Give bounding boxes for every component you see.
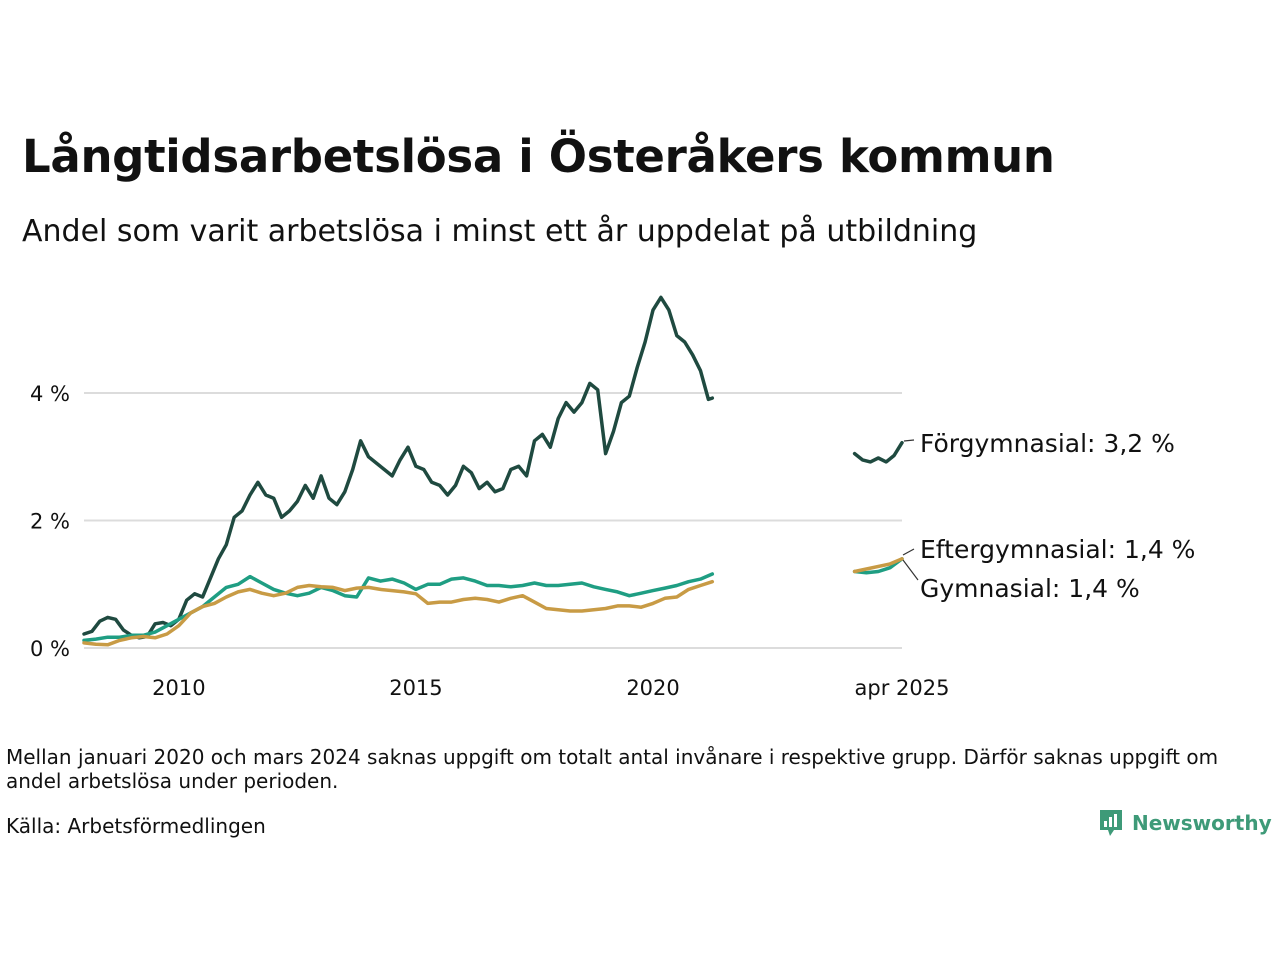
- bar-chart-logo-icon: [1100, 810, 1122, 836]
- y-tick-label: 4 %: [30, 382, 70, 406]
- series-eftergymnasial: [82, 557, 904, 647]
- x-tick-label: 2020: [626, 676, 679, 700]
- y-axis-labels: 0 % 2 % 4 %: [30, 382, 70, 661]
- newsworthy-logo: Newsworthy: [1098, 808, 1272, 838]
- y-tick-label: 0 %: [30, 637, 70, 661]
- chart-subtitle: Andel som varit arbetslösa i minst ett å…: [22, 214, 978, 249]
- x-tick-label: 2015: [389, 676, 442, 700]
- chart-title: Långtidsarbetslösa i Österåkers kommun: [22, 130, 1055, 183]
- footnote: Mellan januari 2020 och mars 2024 saknas…: [6, 745, 1219, 793]
- line-eftergymnasial-segment-2: [852, 557, 904, 574]
- leader-line-gymnasial: [902, 559, 919, 581]
- line-gymnasial-segment-2: [852, 557, 904, 575]
- x-tick-label: 2010: [152, 676, 205, 700]
- line-förgymnasial-segment-2: [852, 440, 904, 464]
- logo-text: Newsworthy: [1132, 811, 1272, 835]
- line-eftergymnasial-segment-1: [82, 579, 715, 647]
- end-label-eftergymnasial: Eftergymnasial: 1,4 %: [920, 535, 1195, 564]
- line-förgymnasial-segment-1: [82, 295, 715, 640]
- gridlines: [84, 392, 902, 649]
- series-end-labels: Förgymnasial: 3,2 % Gymnasial: 1,4 % Efter…: [902, 429, 1195, 603]
- x-axis-labels: 2010 2015 2020 apr 2025: [152, 676, 949, 700]
- end-label-gymnasial: Gymnasial: 1,4 %: [920, 574, 1140, 603]
- series-lines: [82, 295, 904, 647]
- y-tick-label: 2 %: [30, 510, 70, 534]
- line-chart: 0 % 2 % 4 % 2010 2015 2020 apr 2025 Förgymnas…: [30, 295, 1195, 700]
- source-credit: Källa: Arbetsförmedlingen: [6, 814, 266, 838]
- leader-line-förgymnasial: [903, 439, 915, 442]
- series-förgymnasial: [82, 295, 904, 640]
- end-label-förgymnasial: Förgymnasial: 3,2 %: [920, 429, 1175, 458]
- leader-line-eftergymnasial: [902, 548, 915, 556]
- x-tick-label: apr 2025: [855, 676, 950, 700]
